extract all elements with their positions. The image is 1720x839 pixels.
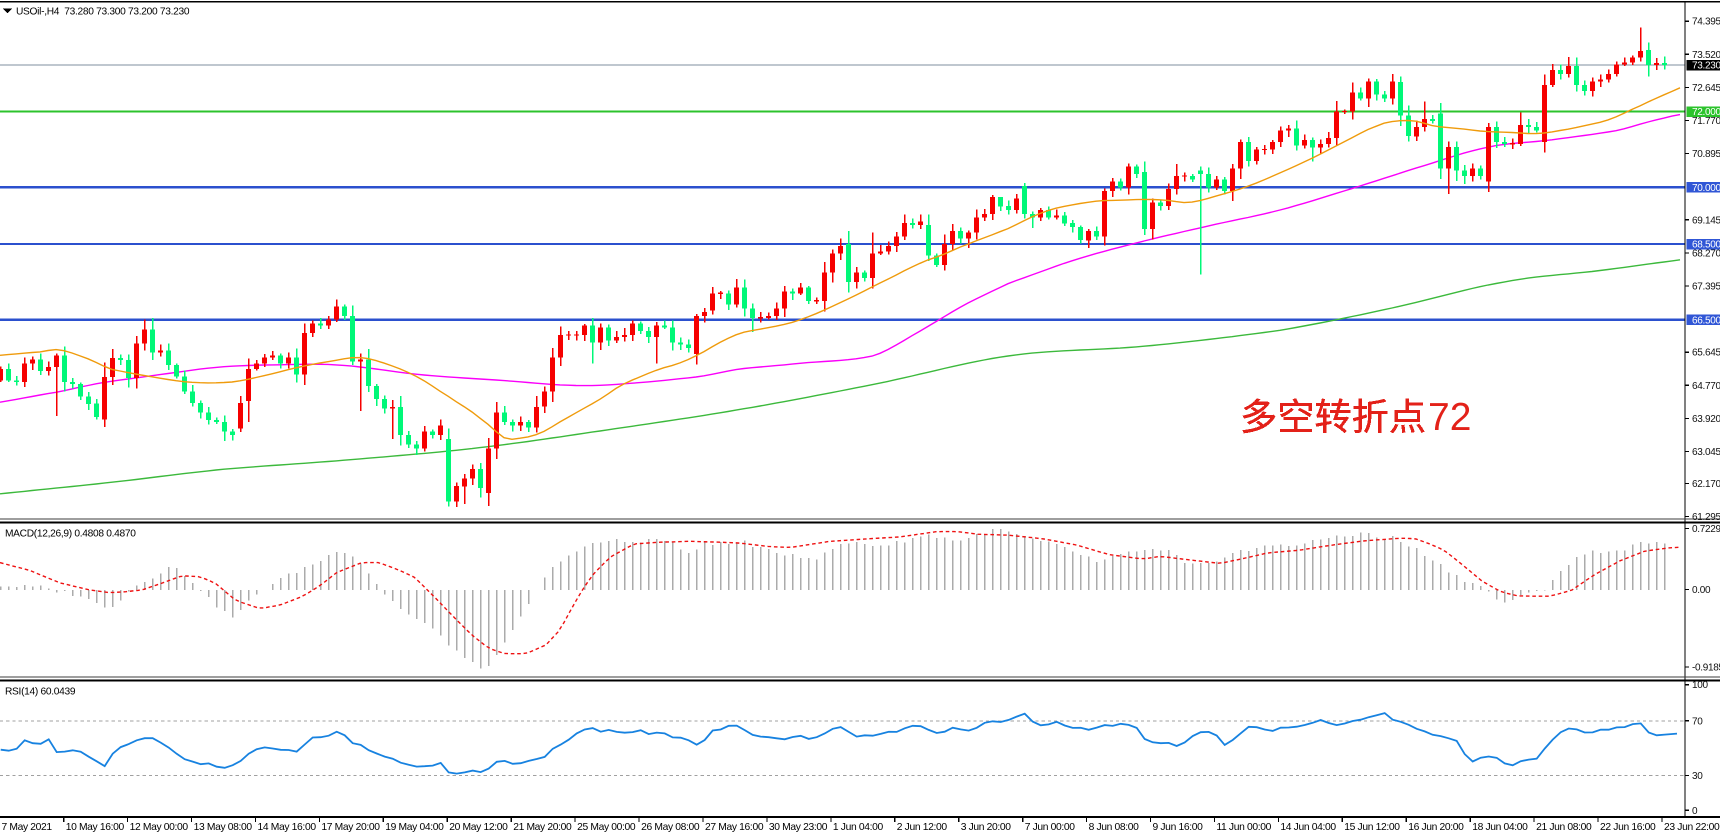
svg-text:0.00: 0.00 — [1692, 585, 1711, 596]
svg-text:0: 0 — [1692, 806, 1698, 817]
svg-text:21 Jun 08:00: 21 Jun 08:00 — [1536, 822, 1592, 833]
svg-text:19 May 04:00: 19 May 04:00 — [385, 822, 444, 833]
svg-text:26 May 08:00: 26 May 08:00 — [641, 822, 700, 833]
svg-text:65.645: 65.645 — [1692, 348, 1720, 359]
svg-text:64.770: 64.770 — [1692, 381, 1720, 392]
svg-text:23 Jun 22:00: 23 Jun 22:00 — [1664, 822, 1720, 833]
svg-text:21 May 20:00: 21 May 20:00 — [513, 822, 572, 833]
svg-text:100: 100 — [1692, 680, 1709, 691]
svg-text:70.895: 70.895 — [1692, 149, 1720, 160]
svg-text:15 Jun 12:00: 15 Jun 12:00 — [1344, 822, 1400, 833]
svg-text:3 Jun 20:00: 3 Jun 20:00 — [961, 822, 1012, 833]
svg-text:71.770: 71.770 — [1692, 116, 1720, 127]
svg-text:25 May 00:00: 25 May 00:00 — [577, 822, 636, 833]
svg-text:16 Jun 20:00: 16 Jun 20:00 — [1408, 822, 1464, 833]
svg-text:63.920: 63.920 — [1692, 414, 1720, 425]
svg-text:66.500: 66.500 — [1692, 315, 1720, 326]
svg-text:2 Jun 12:00: 2 Jun 12:00 — [897, 822, 948, 833]
svg-text:30 May 23:00: 30 May 23:00 — [769, 822, 828, 833]
svg-text:8 Jun 08:00: 8 Jun 08:00 — [1089, 822, 1140, 833]
svg-text:1 Jun 04:00: 1 Jun 04:00 — [833, 822, 884, 833]
svg-text:73.230: 73.230 — [1692, 61, 1720, 72]
svg-text:22 Jun 16:00: 22 Jun 16:00 — [1600, 822, 1656, 833]
svg-text:72.000: 72.000 — [1692, 107, 1720, 118]
svg-text:70: 70 — [1692, 716, 1703, 727]
svg-text:7 May 2021: 7 May 2021 — [2, 822, 53, 833]
svg-text:72: 72 — [1428, 396, 1471, 439]
svg-text:69.145: 69.145 — [1692, 215, 1720, 226]
svg-text:13 May 08:00: 13 May 08:00 — [194, 822, 253, 833]
svg-text:72.645: 72.645 — [1692, 83, 1720, 94]
svg-text:USOil-,H4 73.280 73.300 73.20: USOil-,H4 73.280 73.300 73.200 73.230 — [16, 7, 190, 18]
svg-text:62.170: 62.170 — [1692, 479, 1720, 490]
svg-text:12 May 00:00: 12 May 00:00 — [130, 822, 189, 833]
svg-text:68.270: 68.270 — [1692, 248, 1720, 259]
svg-text:11 Jun 00:00: 11 Jun 00:00 — [1216, 822, 1271, 833]
svg-text:14 Jun 04:00: 14 Jun 04:00 — [1280, 822, 1336, 833]
svg-text:67.395: 67.395 — [1692, 282, 1720, 293]
svg-text:70.000: 70.000 — [1692, 183, 1720, 194]
svg-text:10 May 16:00: 10 May 16:00 — [66, 822, 125, 833]
svg-text:73.520: 73.520 — [1692, 50, 1720, 61]
svg-text:63.045: 63.045 — [1692, 447, 1720, 458]
svg-text:74.395: 74.395 — [1692, 17, 1720, 28]
svg-text:0.7229: 0.7229 — [1692, 524, 1720, 535]
svg-text:30: 30 — [1692, 771, 1703, 782]
svg-text:27 May 16:00: 27 May 16:00 — [705, 822, 764, 833]
svg-text:14 May 16:00: 14 May 16:00 — [258, 822, 317, 833]
svg-text:RSI(14) 60.0439: RSI(14) 60.0439 — [5, 687, 76, 698]
svg-text:20 May 12:00: 20 May 12:00 — [449, 822, 508, 833]
svg-text:7 Jun 00:00: 7 Jun 00:00 — [1025, 822, 1076, 833]
svg-text:68.500: 68.500 — [1692, 240, 1720, 251]
svg-text:18 Jun 04:00: 18 Jun 04:00 — [1472, 822, 1528, 833]
svg-text:MACD(12,26,9) 0.4808 0.4870: MACD(12,26,9) 0.4808 0.4870 — [5, 529, 136, 540]
svg-text:9 Jun 16:00: 9 Jun 16:00 — [1153, 822, 1204, 833]
svg-text:17 May 20:00: 17 May 20:00 — [321, 822, 380, 833]
svg-text:-0.9185: -0.9185 — [1692, 663, 1720, 674]
svg-text:61.295: 61.295 — [1692, 512, 1720, 523]
